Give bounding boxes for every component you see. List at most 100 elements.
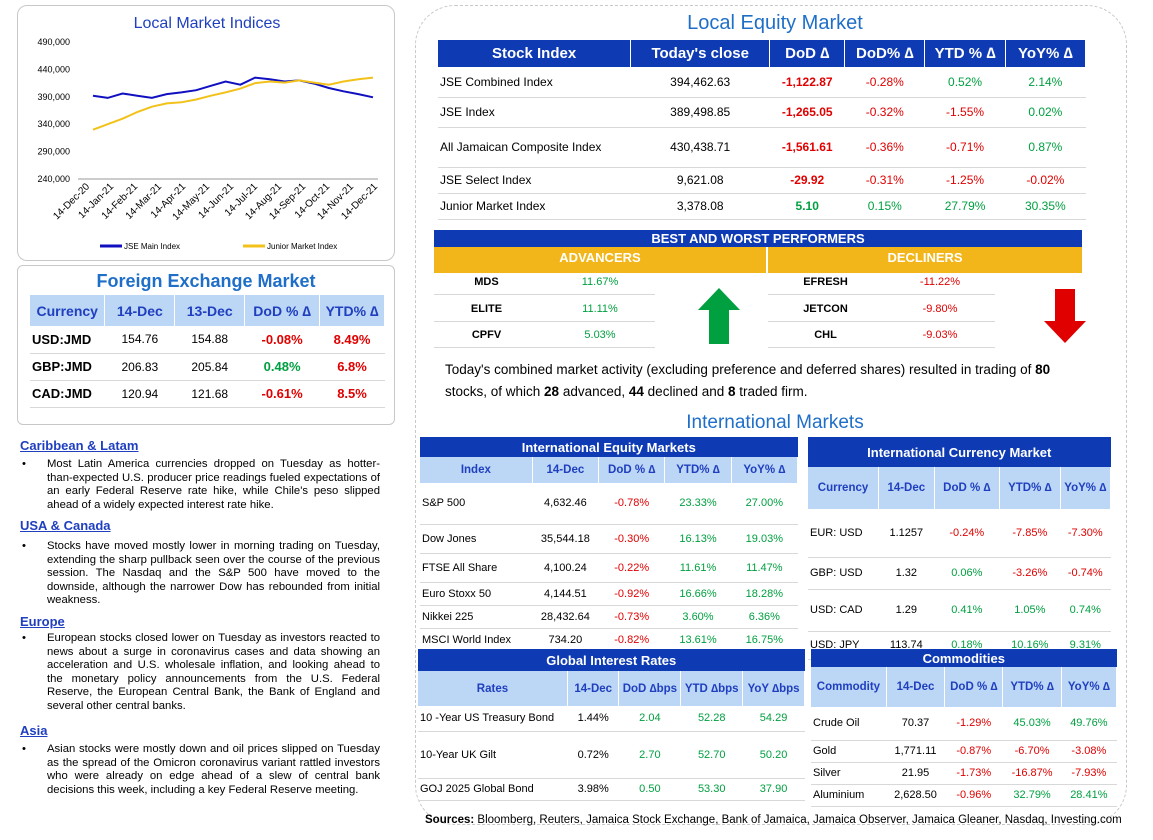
- intl_equity-name: FTSE All Share: [420, 553, 533, 583]
- fx-13dec: 154.88: [174, 326, 245, 354]
- fx-panel: [17, 265, 395, 425]
- news-heading: Asia: [20, 723, 48, 738]
- fx-dod: -0.08%: [244, 326, 320, 354]
- news-heading: Caribbean & Latam: [20, 438, 139, 453]
- commodities-yoy: 28.41%: [1061, 784, 1117, 807]
- intl_currency-ytd: -7.85%: [999, 509, 1061, 558]
- equity-header-0: Stock Index: [438, 40, 632, 67]
- table-row: JSE Combined Index 394,462.63 -1,122.87 -0.…: [438, 67, 1086, 98]
- divider: [768, 321, 995, 322]
- intl_equity-yoy: 16.75%: [731, 628, 798, 652]
- intl_currency-value: 1.29: [878, 589, 935, 632]
- intl_equity-name: S&P 500: [420, 483, 533, 525]
- intl_currency-yoy: 0.74%: [1060, 589, 1111, 632]
- intl-equity-title: International Equity Markets: [521, 439, 696, 455]
- commodities-header-3: YTD% ∆: [1002, 667, 1062, 707]
- summary-text-4: declined and: [643, 384, 728, 399]
- intl_equity-header-1: 14-Dec: [532, 457, 600, 483]
- advancer-value: 11.67%: [581, 276, 619, 288]
- intl_currency-dod: 0.18%: [934, 631, 1000, 660]
- intl_equity-value: 4,632.46: [532, 483, 599, 525]
- table-row: Gold 1,771.11 -0.87% -6.70% -3.08%: [811, 740, 1117, 763]
- equity-name: Junior Market Index: [438, 193, 631, 220]
- commodities-ytd: 45.03%: [1002, 707, 1062, 741]
- table-row: Aluminium 2,628.50 -0.96% 32.79% 28.41%: [811, 784, 1117, 807]
- intl_equity-name: MSCI World Index: [420, 628, 533, 652]
- intl_equity-dod: -0.92%: [598, 582, 665, 606]
- intl_equity-dod: -0.82%: [598, 628, 665, 652]
- bullet-icon: •: [22, 632, 26, 644]
- sources-label: Sources:: [425, 814, 475, 826]
- fx-header-1: 14-Dec: [104, 295, 176, 326]
- equity-header-3: DoD% ∆: [844, 40, 926, 67]
- table-row: Dow Jones 35,544.18 -0.30% 16.13% 19.03%: [420, 524, 798, 554]
- market-summary: Today's combined market activity (exclud…: [445, 359, 1085, 403]
- fx-ytd: 6.8%: [319, 353, 385, 381]
- commodities-ytd: -6.70%: [1002, 740, 1062, 763]
- fx-13dec: 205.84: [174, 353, 245, 381]
- equity-name: JSE Select Index: [438, 167, 631, 194]
- divider: [434, 294, 655, 295]
- intl_equity-value: 28,432.64: [532, 605, 599, 629]
- commodities-dod: -0.87%: [944, 740, 1003, 763]
- intl_currency-header-0: Currency: [808, 467, 880, 509]
- table-row: 10 -Year US Treasury Bond 1.44% 2.04 52.28 5…: [418, 706, 805, 732]
- intl_equity-header-2: DoD % ∆: [598, 457, 666, 483]
- decliner-name: JETCON: [803, 303, 848, 315]
- commodities-ytd: -16.87%: [1002, 762, 1062, 785]
- intl_equity-name: Euro Stoxx 50: [420, 582, 533, 606]
- intl_equity-yoy: 19.03%: [731, 524, 798, 554]
- rates-table: Global Interest Rates Rates 14-Dec DoD ∆bp…: [418, 649, 805, 801]
- rates-yoy: 54.29: [742, 706, 805, 732]
- intl_equity-yoy: 6.36%: [731, 605, 798, 629]
- intl_currency-header-3: YTD% ∆: [999, 467, 1061, 509]
- intl_equity-ytd: 16.66%: [664, 582, 732, 606]
- intl_currency-ytd: -3.26%: [999, 557, 1061, 590]
- commodities-yoy: -7.93%: [1061, 762, 1117, 785]
- y-tick-label: 390,000: [37, 92, 70, 102]
- main-panel: [415, 5, 1127, 825]
- intl_currency-ytd: 10.16%: [999, 631, 1061, 660]
- decliner-name: EFRESH: [803, 276, 848, 288]
- intl_currency-ytd: 1.05%: [999, 589, 1061, 632]
- intl_currency-header-4: YoY% ∆: [1060, 467, 1112, 509]
- intl_equity-header-0: Index: [420, 457, 533, 483]
- table-row: JSE Index 389,498.85 -1,265.05 -0.32% -1.55%…: [438, 97, 1086, 128]
- rates-yoy: 50.20: [742, 731, 805, 779]
- summary-text-1: Today's combined market activity (exclud…: [445, 362, 1036, 377]
- rates-ytd: 53.30: [680, 778, 743, 801]
- commodities-value: 70.37: [886, 707, 945, 741]
- rates-header-3: YTD ∆bps: [680, 671, 744, 706]
- advancers-header: ADVANCERS: [434, 247, 766, 273]
- intl_equity-ytd: 16.13%: [664, 524, 732, 554]
- series-line-0: [92, 76, 374, 99]
- table-row: Silver 21.95 -1.73% -16.87% -7.93%: [811, 762, 1117, 785]
- equity-dodp: -0.28%: [844, 67, 925, 98]
- news-paragraph: • Asian stocks were mostly down and oil p…: [20, 743, 380, 797]
- table-row: FTSE All Share 4,100.24 -0.22% 11.61% 11.47%: [420, 553, 798, 583]
- bullet-icon: •: [22, 540, 26, 552]
- summary-firm: 8: [728, 384, 736, 399]
- bullet-icon: •: [22, 743, 26, 755]
- divider: [768, 294, 995, 295]
- table-row: Junior Market Index 3,378.08 5.10 0.15% 27.7…: [438, 193, 1086, 220]
- fx-ytd: 8.49%: [319, 326, 385, 354]
- intl_equity-ytd: 13.61%: [664, 628, 732, 652]
- summary-text-5: traded firm.: [735, 384, 808, 399]
- advancer-value: 11.11%: [582, 303, 618, 315]
- commodities-yoy: -3.08%: [1061, 740, 1117, 763]
- rates-value: 0.72%: [567, 731, 619, 779]
- equity-close: 389,498.85: [630, 97, 770, 128]
- y-tick-label: 240,000: [37, 174, 70, 184]
- intl_currency-value: 1.32: [878, 557, 935, 590]
- commodities-name: Silver: [811, 762, 887, 785]
- commodities-value: 21.95: [886, 762, 945, 785]
- equity-dodp: 0.15%: [844, 193, 925, 220]
- intl_equity-value: 4,144.51: [532, 582, 599, 606]
- commodities-name: Gold: [811, 740, 887, 763]
- table-row: CAD:JMD 120.94 121.68 -0.61% 8.5%: [30, 380, 385, 408]
- decliner-name: CHL: [814, 329, 837, 341]
- intl-currency-title: International Currency Market: [867, 444, 1052, 460]
- intl_equity-value: 734.20: [532, 628, 599, 652]
- news-text: Stocks have moved mostly lower in mornin…: [47, 540, 380, 606]
